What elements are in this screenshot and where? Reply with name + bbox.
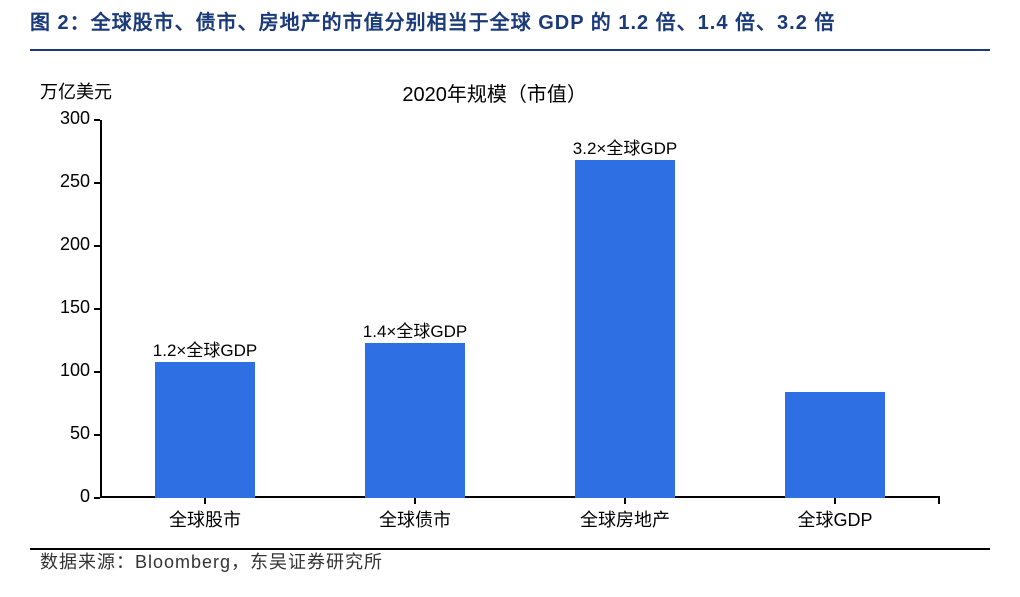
y-tick xyxy=(94,308,100,310)
x-tick xyxy=(938,498,940,504)
x-tick xyxy=(834,498,836,504)
y-tick xyxy=(94,497,100,499)
bar xyxy=(575,160,676,498)
bar xyxy=(785,392,886,498)
x-tick xyxy=(204,498,206,504)
bar xyxy=(365,343,466,498)
y-tick-label: 250 xyxy=(46,171,90,192)
x-tick-label: 全球股市 xyxy=(169,506,241,532)
chart-plot-area: 050100150200250300全球股市1.2×全球GDP全球债市1.4×全… xyxy=(100,120,940,498)
y-tick-label: 50 xyxy=(46,423,90,444)
chart-title: 2020年规模（市值） xyxy=(402,78,587,107)
y-axis-unit-label: 万亿美元 xyxy=(40,78,112,104)
x-tick-label: 全球GDP xyxy=(797,506,872,532)
header-rule xyxy=(30,49,990,51)
bar-value-label: 3.2×全球GDP xyxy=(573,134,677,159)
y-tick-label: 200 xyxy=(46,234,90,255)
y-tick xyxy=(94,371,100,373)
y-tick xyxy=(94,245,100,247)
y-tick xyxy=(94,182,100,184)
x-tick-label: 全球房地产 xyxy=(580,506,670,532)
figure-container: 图 2：全球股市、债市、房地产的市值分别相当于全球 GDP 的 1.2 倍、1.… xyxy=(0,0,1020,597)
x-tick-label: 全球债市 xyxy=(379,506,451,532)
y-tick xyxy=(94,434,100,436)
y-axis xyxy=(100,120,102,498)
x-tick xyxy=(414,498,416,504)
data-source-text: 数据来源：Bloomberg，东吴证券研究所 xyxy=(40,548,383,574)
figure-header: 图 2：全球股市、债市、房地产的市值分别相当于全球 GDP 的 1.2 倍、1.… xyxy=(0,0,1020,43)
y-tick xyxy=(94,119,100,121)
y-tick-label: 300 xyxy=(46,108,90,129)
y-tick-label: 100 xyxy=(46,360,90,381)
bar xyxy=(155,362,256,498)
bar-value-label: 1.2×全球GDP xyxy=(153,336,257,361)
bar-value-label: 1.4×全球GDP xyxy=(363,317,467,342)
y-tick-label: 150 xyxy=(46,297,90,318)
figure-title: 图 2：全球股市、债市、房地产的市值分别相当于全球 GDP 的 1.2 倍、1.… xyxy=(30,6,990,35)
x-tick xyxy=(624,498,626,504)
y-tick-label: 0 xyxy=(46,486,90,507)
